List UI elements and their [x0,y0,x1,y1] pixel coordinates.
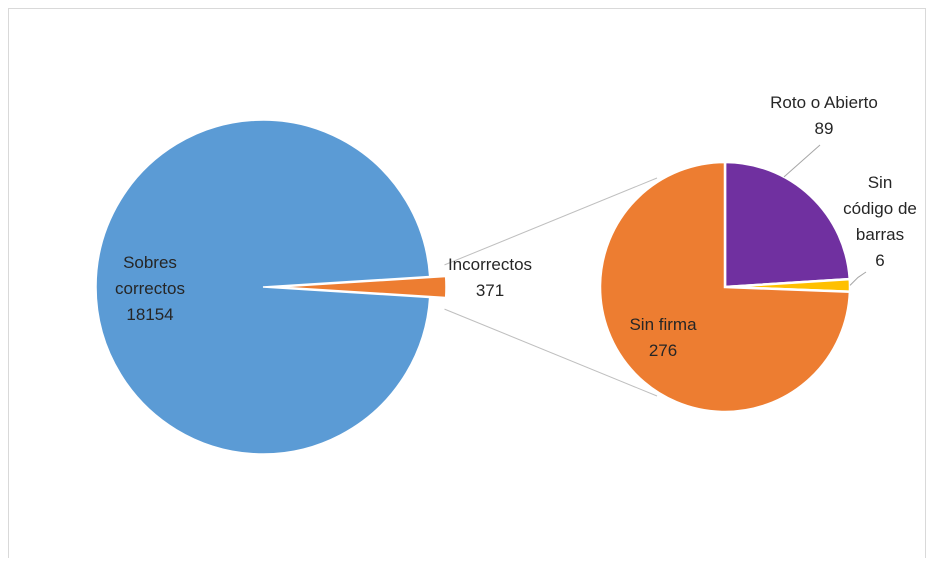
data-label-sin-firma: Sin firma 276 [629,315,697,360]
main-pie [95,119,447,455]
slice-sobres-correctos [95,119,431,455]
connector-line-top [444,177,658,266]
data-label-sobres-correctos: Sobres correctos 18154 [115,253,185,324]
data-labels: Sobres correctos 18154 Incorrectos 371 Sin fi… [115,93,917,360]
slice-roto-o-abierto [723,160,852,289]
leader-line-sin-codigo-de-barras [849,271,867,286]
connector-lines [444,177,658,397]
connector-line-bottom [444,308,658,397]
chart-frame [8,8,926,558]
secondary-pie [598,160,852,414]
data-label-roto-o-abierto: Roto o Abierto 89 [770,93,878,138]
data-label-incorrectos: Incorrectos 371 [448,255,532,300]
slice-sin-firma [598,160,852,414]
data-label-sin-codigo-de-barras: Sin código de barras 6 [843,173,917,270]
leader-line-roto-o-abierto [783,144,821,178]
slice-incorrectos [278,275,447,299]
